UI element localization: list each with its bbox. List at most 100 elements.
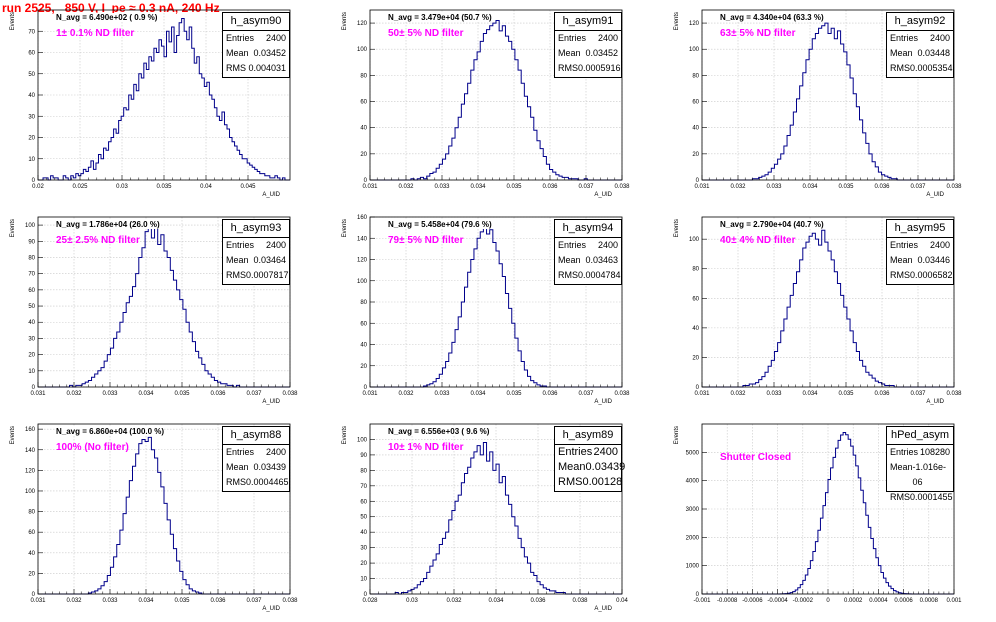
y-tick-label: 80 [28, 255, 35, 261]
histogram-panel-h_asym93: 0.031 0.032 0.033 0.034 0.035 0.036 0.037 0.038… [0, 207, 332, 414]
y-tick-label: 60 [360, 321, 367, 327]
x-tick-label: 0.0006 [894, 598, 913, 604]
y-tick-label: 0 [32, 385, 36, 391]
filter-label: Shutter Closed [720, 452, 792, 463]
x-tick-label: 0.0008 [920, 598, 939, 604]
y-tick-label: 120 [25, 468, 36, 474]
y-tick-label: 0 [696, 592, 700, 598]
y-tick-label: 50 [360, 515, 367, 521]
n-avg-label: N_avg = 6.490e+02 ( 0.9 %) [56, 13, 158, 22]
n-avg-label: N_avg = 1.786e+04 (26.0 %) [56, 220, 160, 229]
n-avg-label: N_avg = 3.479e+04 (50.7 %) [388, 13, 492, 22]
x-tick-label: 0.035 [506, 184, 522, 190]
stat-row-rms: RMS 0.0005354 [887, 61, 953, 76]
y-tick-label: 10 [28, 157, 35, 163]
x-tick-label: 0.04 [616, 598, 628, 604]
y-tick-label: 20 [692, 355, 699, 361]
histogram-panel-h_asym88: 0.031 0.032 0.033 0.034 0.035 0.036 0.037 0.038… [0, 414, 332, 621]
stat-label: Mean [226, 48, 249, 58]
stat-label: Mean [226, 255, 249, 265]
x-tick-label: 0.033 [434, 391, 450, 397]
stat-row-entries: Entries 2400 [887, 31, 953, 46]
stat-value: 0.0007817 [246, 270, 289, 280]
filter-label: 40± 4% ND filter [720, 235, 796, 246]
y-axis-title: Events [342, 219, 348, 237]
y-tick-label: 140 [25, 448, 36, 454]
stat-value: 2400 [929, 33, 950, 43]
stat-row-entries: Entries 2400 [555, 445, 621, 460]
histogram-series-h_asym92 [702, 22, 954, 181]
y-tick-label: 1000 [686, 564, 700, 570]
y-tick-label: 100 [25, 223, 36, 229]
n-avg-label: N_avg = 4.340e+04 (63.3 %) [720, 13, 824, 22]
y-tick-label: 30 [28, 114, 35, 120]
stat-box-title: h_asym89 [555, 427, 621, 445]
n-avg-label: N_avg = 6.860e+04 (100.0 %) [56, 427, 165, 436]
stat-row-rms: RMS 0.00128 [555, 475, 622, 490]
y-tick-label: 10 [28, 369, 35, 375]
y-tick-label: 30 [360, 546, 367, 552]
x-axis-title: A_UID [594, 192, 612, 198]
y-tick-label: 0 [32, 178, 36, 184]
y-tick-label: 60 [360, 499, 367, 505]
x-tick-label: 0.035 [174, 598, 190, 604]
y-tick-label: 4000 [686, 479, 700, 485]
y-tick-label: 0 [32, 592, 36, 598]
stat-row-mean: Mean 0.03452 [223, 46, 289, 61]
stat-value: 0.03448 [917, 48, 950, 58]
stat-label: Mean [890, 255, 913, 265]
x-tick-label: 0.034 [138, 391, 154, 397]
stat-row-entries: Entries 2400 [223, 238, 289, 253]
stat-box-h_asym93: h_asym93 Entries 2400 Mean 0.03464 RMS 0.00078… [222, 219, 290, 285]
stat-box-h_asym91: h_asym91 Entries 2400 Mean 0.03452 RMS 0.00059… [554, 12, 622, 78]
x-tick-label: 0.045 [240, 184, 256, 190]
stat-row-mean: Mean -1.016e-06 [887, 460, 953, 490]
histogram-plot-h_asym88: 0.031 0.032 0.033 0.034 0.035 0.036 0.037 0.038… [10, 423, 298, 612]
x-tick-label: 0.037 [246, 391, 262, 397]
x-tick-label: 0.035 [174, 391, 190, 397]
x-tick-label: 0.035 [506, 391, 522, 397]
n-avg-label: N_avg = 2.790e+04 (40.7 %) [720, 220, 824, 229]
y-axis-title: Events [10, 12, 16, 30]
stat-row-entries: Entries 2400 [555, 31, 621, 46]
stat-label: Entries [558, 33, 587, 43]
histogram-series-h_asym95 [702, 229, 954, 388]
stat-row-mean: Mean 0.03463 [555, 253, 621, 268]
stat-value: 2400 [597, 240, 618, 250]
y-tick-label: 90 [28, 239, 35, 245]
stat-row-rms: RMS 0.0004465 [223, 475, 289, 490]
stat-box-title: h_asym88 [223, 427, 289, 445]
stat-row-rms: RMS 0.0006582 [887, 268, 953, 283]
x-tick-label: 0.033 [102, 598, 118, 604]
histogram-panel-h_asym94: 0.031 0.032 0.033 0.034 0.035 0.036 0.037 0.038… [332, 207, 664, 414]
y-tick-label: 100 [357, 279, 368, 285]
x-tick-label: 0.037 [246, 598, 262, 604]
y-tick-label: 160 [357, 215, 368, 221]
plot-frame [37, 216, 291, 388]
y-tick-label: 120 [689, 21, 700, 27]
histogram-series-h_asym89 [370, 442, 622, 595]
y-tick-label: 140 [357, 236, 368, 242]
stat-row-rms: RMS 0.004031 [223, 61, 289, 76]
x-tick-label: 0.034 [802, 391, 818, 397]
stat-row-rms: RMS 0.0007817 [223, 268, 289, 283]
y-tick-label: 20 [692, 152, 699, 158]
x-tick-label: 0.038 [614, 184, 630, 190]
stat-label: Entries [226, 447, 255, 457]
y-tick-label: 40 [28, 93, 35, 99]
y-tick-label: 40 [692, 126, 699, 132]
y-tick-label: 40 [28, 551, 35, 557]
x-tick-label: 0.034 [802, 184, 818, 190]
stat-value: 2400 [265, 33, 286, 43]
y-tick-label: 90 [360, 453, 367, 459]
histogram-panel-hPed_asym: -0.001 -0.0008 -0.0006 -0.0004 -0.0002 0 0.000… [664, 414, 996, 621]
stat-label: Mean [558, 255, 581, 265]
stat-row-rms: RMS 0.0001455 [887, 490, 953, 505]
x-tick-label: 0.001 [946, 598, 962, 604]
x-tick-label: 0.032 [730, 184, 746, 190]
stat-label: RMS [890, 492, 910, 502]
stat-row-entries: Entries 2400 [223, 445, 289, 460]
y-tick-label: 80 [360, 300, 367, 306]
x-tick-label: 0.035 [838, 184, 854, 190]
stat-label: RMS [558, 476, 583, 488]
